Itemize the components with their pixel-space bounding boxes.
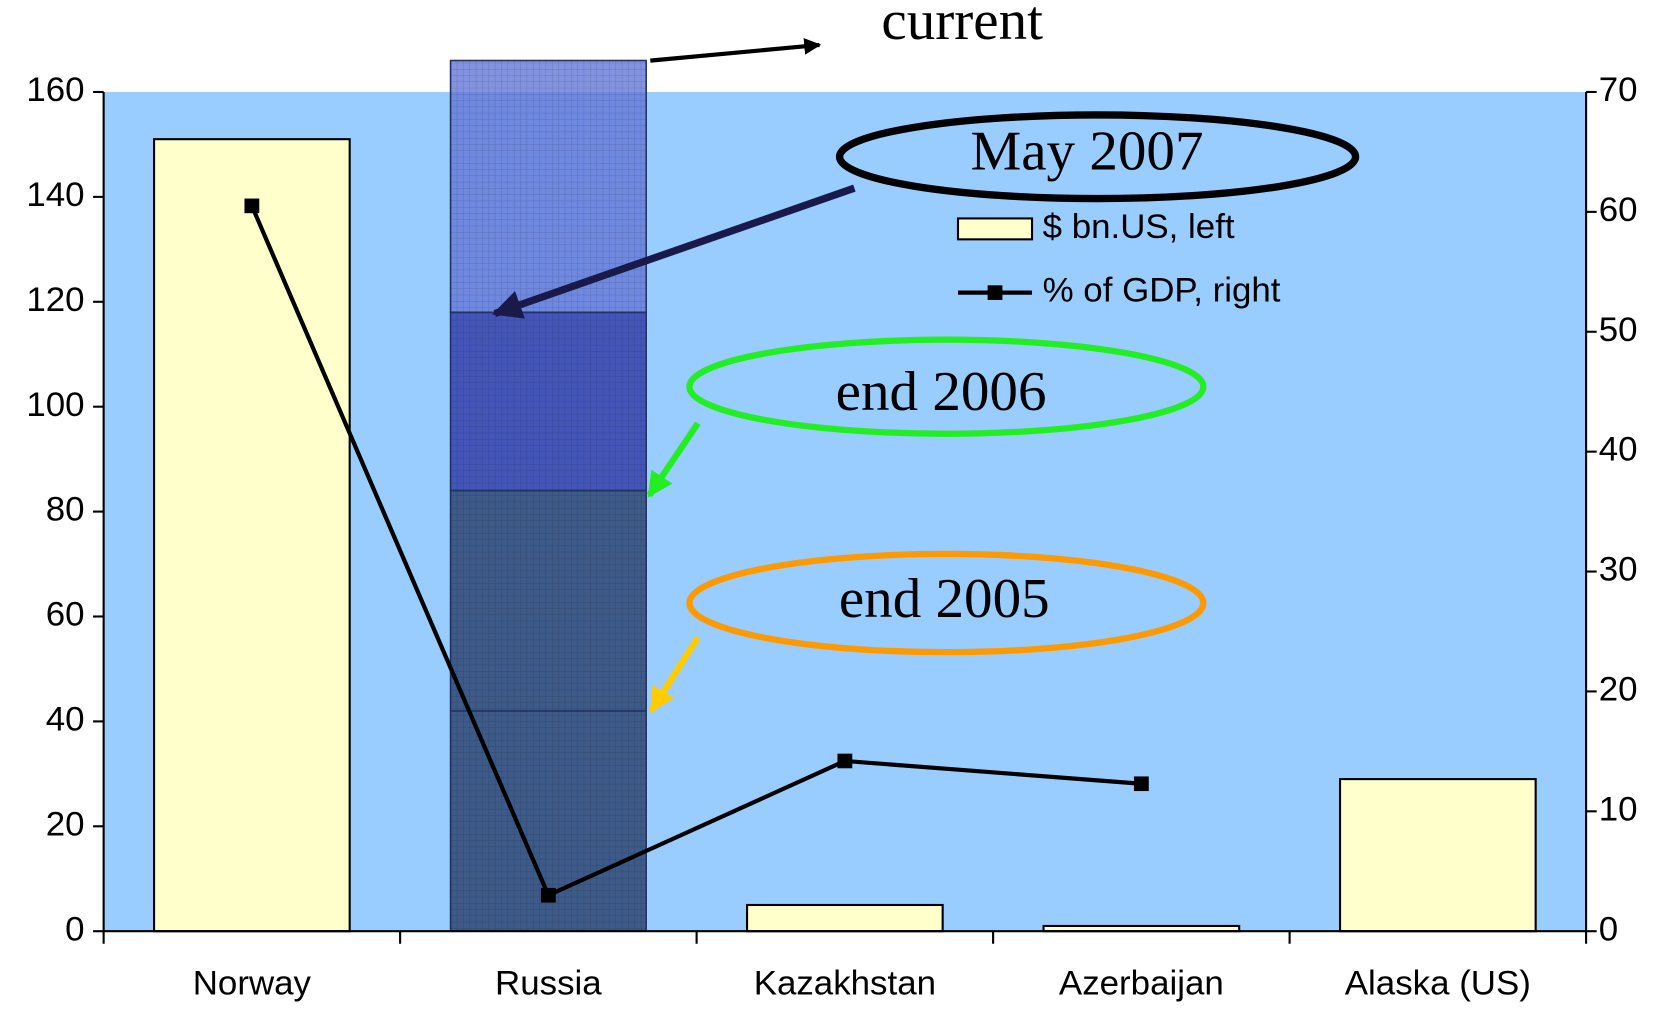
legend-marker xyxy=(987,285,1003,300)
y2-tick-label: 20 xyxy=(1599,671,1638,709)
y2-tick-label: 70 xyxy=(1599,71,1638,109)
legend-label: $ bn.US, left xyxy=(1043,208,1235,246)
arrow xyxy=(650,38,822,63)
line-marker xyxy=(837,753,853,769)
annotation-label: May 2007 xyxy=(970,120,1203,183)
y-tick-label: 140 xyxy=(26,176,84,214)
bar xyxy=(153,138,351,933)
x-tick-label: Alaska (US) xyxy=(1345,965,1531,1003)
line-marker xyxy=(1133,776,1149,792)
annotation-label: end 2005 xyxy=(839,567,1050,630)
y-tick-label: 20 xyxy=(46,806,85,844)
stack-texture xyxy=(450,490,647,711)
annotation-ellipse xyxy=(835,111,1360,203)
annotation-ellipse xyxy=(686,336,1207,437)
y2-tick-label: 50 xyxy=(1599,311,1638,349)
y2-tick-label: 40 xyxy=(1599,431,1638,469)
legend-swatch xyxy=(956,217,1034,241)
y2-tick-label: 0 xyxy=(1599,910,1618,948)
bar xyxy=(1338,778,1537,933)
x-tick-label: Norway xyxy=(193,965,312,1003)
y2-tick-label: 30 xyxy=(1599,551,1638,589)
y-tick-label: 160 xyxy=(26,71,84,109)
line-marker xyxy=(540,887,556,903)
stack-texture xyxy=(450,312,647,491)
y-tick-label: 40 xyxy=(46,701,85,739)
x-tick-label: Russia xyxy=(495,965,602,1003)
x-tick-label: Azerbaijan xyxy=(1059,965,1224,1003)
x-tick-label: Kazakhstan xyxy=(754,965,936,1003)
arrow xyxy=(646,421,701,498)
annotation-ellipse xyxy=(686,550,1207,656)
y-tick-label: 80 xyxy=(46,491,85,529)
y-tick-label: 60 xyxy=(46,596,85,634)
line-marker xyxy=(244,198,260,214)
arrow xyxy=(492,184,856,319)
y-tick-label: 0 xyxy=(65,910,84,948)
annotation-label: current xyxy=(881,0,1043,52)
line xyxy=(249,205,1142,899)
y2-tick-label: 10 xyxy=(1599,791,1638,829)
y-tick-label: 120 xyxy=(26,281,84,319)
annotation-label: end 2006 xyxy=(836,360,1047,423)
legend-label: % of GDP, right xyxy=(1043,272,1281,310)
y2-tick-label: 60 xyxy=(1599,191,1638,229)
arrow xyxy=(648,635,701,713)
y-tick-label: 100 xyxy=(26,386,84,424)
bar xyxy=(745,903,944,933)
